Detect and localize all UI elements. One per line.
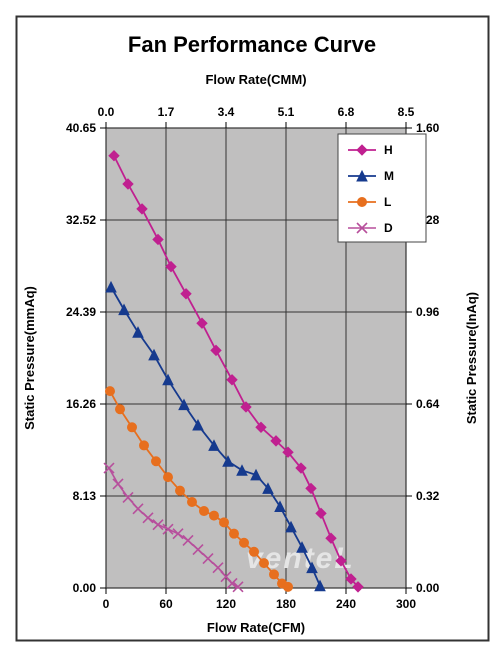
- x-bottom-tick: 60: [159, 597, 173, 611]
- y-left-tick: 24.39: [66, 305, 96, 319]
- x-top-tick: 0.0: [98, 105, 115, 119]
- x-bottom-tick: 180: [276, 597, 296, 611]
- legend-label: M: [384, 169, 394, 183]
- x-bottom-tick: 0: [103, 597, 110, 611]
- y-right-axis-label: Static Pressure(lnAq): [464, 292, 479, 424]
- legend-label: H: [384, 143, 393, 157]
- y-left-tick: 40.65: [66, 121, 96, 135]
- y-right-tick: 0.32: [416, 489, 440, 503]
- y-left-tick: 32.52: [66, 213, 96, 227]
- y-left-tick: 8.13: [73, 489, 97, 503]
- x-top-axis-label: Flow Rate(CMM): [205, 72, 306, 87]
- x-top-tick: 6.8: [338, 105, 355, 119]
- x-top-tick: 8.5: [398, 105, 415, 119]
- x-bottom-tick: 120: [216, 597, 236, 611]
- x-bottom-tick: 300: [396, 597, 416, 611]
- chart-title: Fan Performance Curve: [128, 32, 376, 57]
- legend-label: L: [384, 195, 391, 209]
- legend-label: D: [384, 221, 393, 235]
- x-top-tick: 1.7: [158, 105, 175, 119]
- y-right-tick: 0.00: [416, 581, 440, 595]
- y-right-tick: 0.96: [416, 305, 440, 319]
- fan-performance-chart: Fan Performance CurveFlow Rate(CMM)vente…: [0, 0, 504, 662]
- x-bottom-axis-label: Flow Rate(CFM): [207, 620, 305, 635]
- x-top-tick: 5.1: [278, 105, 295, 119]
- x-top-tick: 3.4: [218, 105, 235, 119]
- x-bottom-tick: 240: [336, 597, 356, 611]
- y-left-axis-label: Static Pressure(mmAq): [22, 286, 37, 430]
- y-right-tick: 0.64: [416, 397, 440, 411]
- y-right-tick: 1.60: [416, 121, 440, 135]
- legend: HMLD: [338, 134, 426, 242]
- y-left-tick: 16.26: [66, 397, 96, 411]
- y-left-tick: 0.00: [73, 581, 97, 595]
